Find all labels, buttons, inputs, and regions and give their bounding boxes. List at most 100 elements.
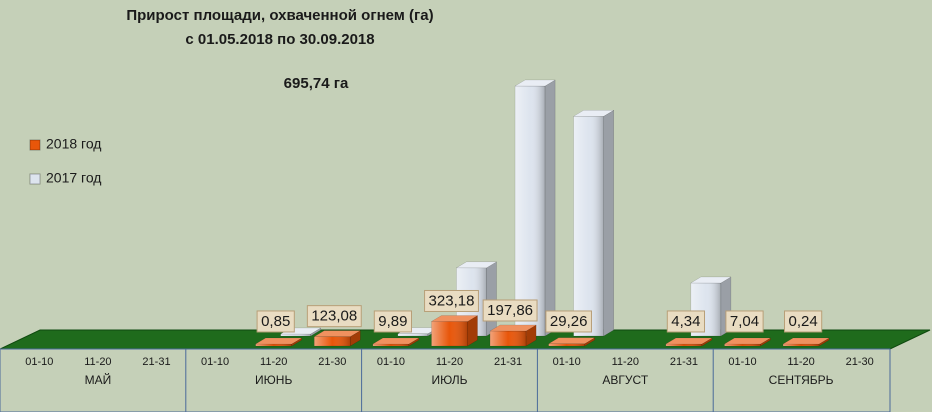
bar-shade xyxy=(548,343,585,346)
x-tick-label: 21-31 xyxy=(670,356,698,368)
data-label-box xyxy=(545,310,592,333)
bar-shade xyxy=(783,344,820,346)
x-tick-label: 01-10 xyxy=(728,356,756,368)
bar-face xyxy=(313,330,362,337)
bar-shade xyxy=(783,338,830,344)
data-label: 4,34 xyxy=(671,313,700,330)
bar-shade xyxy=(573,116,604,336)
legend-label: 2018 год xyxy=(46,136,101,152)
bar-shade xyxy=(584,337,595,346)
bar-shade xyxy=(526,325,537,346)
x-tick-label: 11-20 xyxy=(84,356,111,368)
bar-shade xyxy=(760,338,771,346)
bar xyxy=(723,337,772,347)
bar xyxy=(572,109,615,337)
bar-face xyxy=(430,315,479,322)
bar-shade xyxy=(724,344,761,346)
x-tick-label: 21-30 xyxy=(846,356,874,368)
bar-shade xyxy=(314,336,351,346)
bar-shade xyxy=(819,338,830,346)
axis-table xyxy=(0,348,891,412)
bar-shade xyxy=(372,338,419,344)
data-label: 7,04 xyxy=(730,313,759,330)
bar-face xyxy=(664,337,713,345)
bar xyxy=(782,337,831,347)
x-tick-label: 11-20 xyxy=(260,356,287,368)
bar-shade xyxy=(603,110,614,336)
bar-shade xyxy=(408,338,419,346)
chart-subtitle: с 01.05.2018 по 30.09.2018 xyxy=(185,31,374,48)
bar-shade xyxy=(724,338,771,344)
month-label: СЕНТЯБРЬ xyxy=(769,373,834,387)
bar-face xyxy=(455,261,498,269)
bar-shade xyxy=(280,334,311,336)
bar-shade xyxy=(665,344,702,346)
bar-face xyxy=(723,337,772,345)
bar xyxy=(664,337,713,347)
bar-shade xyxy=(665,338,712,344)
data-label-box xyxy=(482,299,538,322)
bar-shade xyxy=(372,344,409,346)
data-label: 9,89 xyxy=(378,313,407,330)
bar-shade xyxy=(515,80,556,86)
bar-face xyxy=(689,276,732,284)
bar xyxy=(547,337,596,347)
bar-shade xyxy=(515,86,546,336)
month-label: ИЮНЬ xyxy=(255,373,292,387)
bar-shade xyxy=(490,325,537,332)
data-label-box xyxy=(256,310,295,333)
bar xyxy=(514,79,557,337)
month-label: ИЮЛЬ xyxy=(432,373,468,387)
bar-shade xyxy=(350,330,361,346)
data-label-box xyxy=(306,305,362,328)
bar-shade xyxy=(490,331,527,346)
bar-shade xyxy=(545,80,556,336)
bar-face xyxy=(489,324,538,332)
bar xyxy=(489,324,538,347)
bar-face xyxy=(254,337,303,345)
data-label: 0,24 xyxy=(788,313,817,330)
x-tick-label: 21-30 xyxy=(318,356,346,368)
bar-shade xyxy=(431,321,468,346)
bar-face xyxy=(572,110,615,117)
bar-shade xyxy=(548,337,595,344)
bar-face xyxy=(547,337,596,345)
data-label-box xyxy=(424,289,479,312)
bar-shade xyxy=(255,338,302,344)
data-label-box xyxy=(666,310,706,333)
data-label: 29,26 xyxy=(550,313,588,330)
bar-shade xyxy=(314,330,361,337)
bar-face xyxy=(371,337,420,345)
data-label: 0,85 xyxy=(261,313,290,330)
bar-shade xyxy=(310,328,321,336)
legend-marker xyxy=(29,173,41,185)
bar-face xyxy=(782,337,831,345)
bar-shade xyxy=(690,276,731,283)
month-label: АВГУСТ xyxy=(602,373,648,387)
x-tick-label: 01-10 xyxy=(553,356,581,368)
bar xyxy=(313,330,362,347)
month-label: МАЙ xyxy=(85,372,112,387)
x-tick-label: 01-10 xyxy=(201,356,229,368)
bar-shade xyxy=(573,110,614,117)
data-label-box xyxy=(725,310,764,333)
total-annotation: 695,74 га xyxy=(284,75,349,92)
chart-title: Прирост площади, охваченной огнем (га) xyxy=(126,7,433,24)
data-label: 123,08 xyxy=(311,308,357,325)
bar xyxy=(430,315,479,347)
bar-shade xyxy=(397,333,428,336)
x-tick-label: 11-20 xyxy=(612,356,639,368)
data-label: 197,86 xyxy=(487,302,533,319)
legend-marker xyxy=(29,139,41,151)
bar-shade xyxy=(255,344,292,346)
legend-label: 2017 год xyxy=(46,170,101,186)
x-tick-label: 01-10 xyxy=(25,356,53,368)
x-tick-label: 21-31 xyxy=(494,356,522,368)
bar-shade xyxy=(701,338,712,346)
data-label-box xyxy=(373,310,413,333)
bar xyxy=(371,337,420,347)
x-tick-label: 01-10 xyxy=(377,356,405,368)
bar-face xyxy=(514,79,557,87)
bar-shade xyxy=(467,315,478,346)
